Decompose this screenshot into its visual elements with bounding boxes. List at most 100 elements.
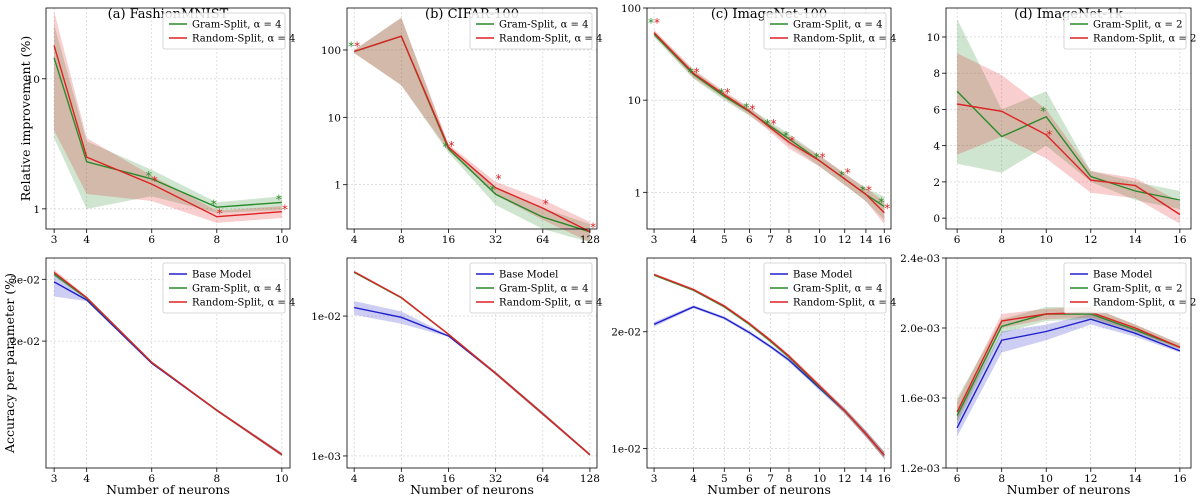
y-tick-label: 2.4e-03 xyxy=(900,253,940,265)
axes-frame xyxy=(646,257,892,469)
x-tick-label: 10 xyxy=(813,234,826,246)
significance-marker: * xyxy=(146,169,152,183)
significance-marker: * xyxy=(789,134,795,148)
x-tick-label: 14 xyxy=(859,234,873,246)
x-tick-label: 8 xyxy=(398,234,405,246)
x-tick-label: 5 xyxy=(721,473,728,485)
axes-frame xyxy=(346,7,598,230)
y-tick-label: 1e-02 xyxy=(611,443,641,455)
x-axis-label: Number of neurons xyxy=(707,482,831,497)
confidence-band xyxy=(54,24,282,213)
x-tick-label: 6 xyxy=(148,473,155,485)
legend-label: Base Model xyxy=(793,270,852,281)
x-tick-label: 12 xyxy=(838,473,851,485)
y-tick-label: 1e-02 xyxy=(311,311,341,323)
y-tick-label: 10 xyxy=(328,112,341,124)
y-tick-label: 1e-03 xyxy=(311,451,341,463)
x-tick-label: 32 xyxy=(489,234,502,246)
significance-marker: * xyxy=(490,183,496,197)
significance-marker: * xyxy=(718,86,724,100)
x-tick-label: 16 xyxy=(1173,473,1187,485)
x-tick-label: 3 xyxy=(51,234,58,246)
x-tick-label: 10 xyxy=(1040,473,1053,485)
axes-frame xyxy=(45,257,291,469)
x-axis-label: Number of neurons xyxy=(1007,482,1131,497)
confidence-band xyxy=(957,18,1180,210)
x-tick-label: 8 xyxy=(786,473,793,485)
significance-marker: * xyxy=(814,151,820,165)
series-line xyxy=(956,90,1181,201)
significance-marker: * xyxy=(866,184,872,198)
legend: Base Model Gram-Split, α = 4 Random-Split,… xyxy=(162,262,295,314)
y-tick-label: 10 xyxy=(628,95,641,107)
x-tick-label: 6 xyxy=(746,234,753,246)
significance-marker: * xyxy=(354,40,360,54)
confidence-band xyxy=(354,17,590,243)
y-tick-label: 2e-02 xyxy=(10,336,40,348)
x-tick-label: 8 xyxy=(398,473,405,485)
significance-marker: * xyxy=(783,129,789,143)
series-line xyxy=(53,45,282,218)
x-tick-label: 8 xyxy=(213,234,220,246)
confidence-band xyxy=(354,301,590,456)
series-line xyxy=(956,318,1181,429)
axes-frame xyxy=(945,7,1192,230)
x-tick-label: 10 xyxy=(275,473,288,485)
legend-label: Gram-Split, α = 2 xyxy=(1093,20,1182,31)
legend-box xyxy=(162,262,286,314)
legend-label: Gram-Split, α = 4 xyxy=(192,284,281,295)
legend-label: Random-Split, α = 4 xyxy=(499,298,602,309)
series-line xyxy=(354,306,591,456)
chart-panel-b-bot: 4 8 16 32 64 128 1e-03 1e-02 Number of neurons Ba… xyxy=(311,257,602,497)
x-tick-label: 5 xyxy=(721,234,728,246)
significance-marker: * xyxy=(496,172,502,186)
significance-marker: * xyxy=(442,140,448,154)
legend-box xyxy=(469,262,593,314)
x-tick-label: 128 xyxy=(580,473,600,485)
series-line xyxy=(956,313,1181,416)
x-tick-label: 8 xyxy=(998,473,1005,485)
legend-label: Random-Split, α = 4 xyxy=(793,298,896,309)
legend: Base Model Gram-Split, α = 4 Random-Split,… xyxy=(469,262,602,314)
significance-marker: * xyxy=(590,220,596,234)
significance-marker: * xyxy=(820,151,826,165)
confidence-band xyxy=(354,17,590,243)
series-line xyxy=(956,103,1181,216)
legend-box xyxy=(162,12,286,50)
x-tick-label: 3 xyxy=(51,473,58,485)
chart-panel-d-bot: 6 8 10 12 14 16 1.2e-03 1.6e-03 2.0e-03 2.4e-03 Nu… xyxy=(900,253,1196,497)
x-tick-label: 7 xyxy=(767,473,774,485)
legend-label: Random-Split, α = 4 xyxy=(192,34,295,45)
y-tick-label: 1 xyxy=(33,204,40,216)
confidence-band xyxy=(957,53,1180,224)
y-tick-label: 1 xyxy=(634,187,641,199)
x-tick-label: 14 xyxy=(1129,234,1143,246)
chart-panel-c-bot: 3 4 5 6 7 8 10 12 14 16 1e-02 2e-02 Number of neuron… xyxy=(611,257,896,497)
legend-label: Gram-Split, α = 4 xyxy=(499,284,588,295)
legend-label: Random-Split, α = 2 xyxy=(1093,298,1196,309)
significance-marker: * xyxy=(654,16,660,30)
x-tick-label: 8 xyxy=(998,234,1005,246)
legend-box xyxy=(763,262,887,314)
x-tick-label: 6 xyxy=(148,234,155,246)
x-tick-label: 12 xyxy=(1084,473,1097,485)
x-tick-label: 8 xyxy=(786,234,793,246)
series-line xyxy=(53,271,283,456)
axes-frame xyxy=(45,7,291,230)
x-tick-label: 3 xyxy=(651,473,658,485)
significance-marker: * xyxy=(543,197,549,211)
significance-marker: * xyxy=(282,203,288,217)
significance-marker: * xyxy=(749,103,755,117)
y-tick-label: 2 xyxy=(933,177,940,189)
significance-marker: * xyxy=(845,166,851,180)
x-tick-label: 4 xyxy=(83,473,90,485)
legend-label: Random-Split, α = 2 xyxy=(1093,34,1196,45)
x-tick-label: 16 xyxy=(878,473,892,485)
legend-label: Random-Split, α = 4 xyxy=(192,298,295,309)
chart-panel-c-top: ********************3 4 5 6 7 8 10 12 14 16110100… xyxy=(621,3,896,246)
significance-marker: * xyxy=(152,174,158,188)
y-tick-label: 1 xyxy=(334,180,341,192)
y-tick-label: 100 xyxy=(621,3,641,15)
